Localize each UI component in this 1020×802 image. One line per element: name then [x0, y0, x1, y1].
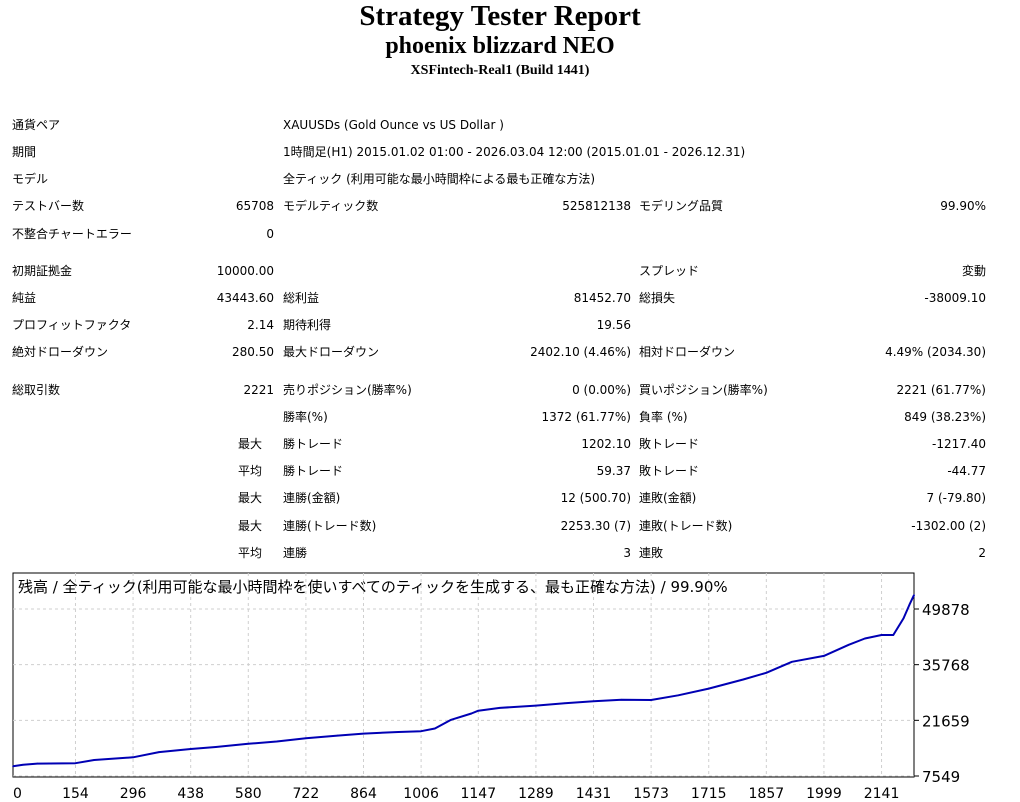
avg-win-label: 勝トレード [283, 464, 344, 478]
y-tick-label: 49878 [922, 601, 970, 619]
y-tick-label: 35768 [922, 657, 970, 675]
model-label: モデル [12, 172, 49, 186]
largest-win-value: 1202.10 [581, 437, 631, 451]
x-tick-label: 154 [62, 786, 89, 802]
gross-loss-value: -38009.10 [924, 291, 986, 305]
gross-profit-value: 81452.70 [573, 291, 631, 305]
total-trades-value: 2221 [243, 383, 274, 397]
x-tick-label: 438 [177, 786, 204, 802]
long-positions-value: 2221 (61.77%) [896, 383, 986, 397]
x-tick-label: 722 [293, 786, 320, 802]
avg-loss-value: -44.77 [947, 464, 986, 478]
deposit-value: 10000.00 [216, 264, 274, 278]
x-tick-label: 1006 [403, 786, 439, 802]
abs-drawdown-value: 280.50 [232, 345, 274, 359]
deposit-label: 初期証拠金 [12, 264, 73, 278]
period-label: 期間 [12, 145, 37, 159]
x-tick-label: 1857 [749, 786, 785, 802]
x-tick-label: 864 [350, 786, 377, 802]
x-tick-label: 1431 [576, 786, 612, 802]
symbol-label: 通貨ペア [12, 118, 61, 132]
average-prefix: 平均 [237, 464, 262, 478]
x-tick-label: 1715 [691, 786, 727, 802]
x-tick-label: 2141 [864, 786, 900, 802]
balance-line [12, 594, 915, 768]
total-trades-label: 総取引数 [12, 383, 61, 397]
spread-value: 変動 [961, 264, 986, 278]
avg-cons-losses-value: 2 [978, 546, 986, 560]
model-value: 全ティック (利用可能な最小時間枠による最も正確な方法) [283, 172, 596, 186]
win-rate-label: 勝率(%) [283, 410, 328, 424]
x-tick-label: 580 [235, 786, 262, 802]
x-tick-label: 1999 [806, 786, 842, 802]
short-positions-value: 0 (0.00%) [572, 383, 631, 397]
quality-value: 99.90% [940, 199, 986, 213]
x-tick-label: 1573 [633, 786, 669, 802]
expected-payoff-label: 期待利得 [283, 318, 332, 332]
avg-loss-label: 敗トレード [639, 464, 700, 478]
rel-drawdown-label: 相対ドローダウン [639, 345, 736, 359]
max-cons-profit-label: 連勝(トレード数) [283, 519, 377, 533]
gross-loss-label: 総損失 [639, 291, 676, 305]
period-value: 1時間足(H1) 2015.01.02 01:00 - 2026.03.04 1… [283, 145, 746, 159]
gross-profit-label: 総利益 [283, 291, 320, 305]
loss-rate-label: 負率 (%) [639, 410, 688, 424]
loss-rate-value: 849 (38.23%) [904, 410, 986, 424]
ea-name: phoenix blizzard NEO [385, 33, 615, 59]
spread-label: スプレッド [639, 264, 700, 278]
max-cons-loss-label: 連敗(トレード数) [639, 519, 733, 533]
expected-payoff-value: 19.56 [596, 318, 631, 332]
ticks-value: 525812138 [562, 199, 631, 213]
abs-drawdown-label: 絶対ドローダウン [12, 345, 109, 359]
avg-cons-wins-value: 3 [623, 546, 631, 560]
account-build: XSFintech-Real1 (Build 1441) [410, 63, 590, 78]
long-positions-label: 買いポジション(勝率%) [639, 383, 768, 397]
rel-drawdown-value: 4.49% (2034.30) [885, 345, 986, 359]
balance-chart: 0 154 296 438 580 722 864 1006 1147 1289 1431 1573 1… [10, 570, 1010, 802]
largest-loss-label: 敗トレード [639, 437, 700, 451]
win-rate-value: 1372 (61.77%) [541, 410, 631, 424]
short-positions-label: 売りポジション(勝率%) [283, 383, 412, 397]
largest-win-label: 勝トレード [283, 437, 344, 451]
avg-cons-losses-label: 連敗 [639, 546, 664, 560]
net-profit-value: 43443.60 [216, 291, 274, 305]
max-cons-profit-value: 2253.30 (7) [560, 519, 631, 533]
errors-label: 不整合チャートエラー [12, 227, 132, 241]
symbol-value: XAUUSDs (Gold Ounce vs US Dollar ) [283, 118, 504, 132]
max-cons-losses-label: 連敗(金額) [639, 491, 697, 505]
net-profit-label: 純益 [12, 291, 37, 305]
report-title: Strategy Tester Report [359, 0, 641, 32]
max-cons2-prefix: 最大 [237, 519, 262, 533]
ticks-label: モデルティック数 [283, 199, 379, 213]
x-tick-label: 296 [120, 786, 147, 802]
max-drawdown-label: 最大ドローダウン [283, 345, 380, 359]
avg-cons-prefix: 平均 [237, 546, 262, 560]
chart-title: 残高 / 全ティック(利用可能な最小時間枠を使いすべてのティックを生成する、最も… [18, 578, 728, 596]
max-drawdown-value: 2402.10 (4.46%) [530, 345, 631, 359]
max-cons-prefix: 最大 [237, 491, 262, 505]
balance-chart-svg: 0 154 296 438 580 722 864 1006 1147 1289 1431 1573 1… [12, 572, 970, 802]
x-tick-label: 1147 [460, 786, 496, 802]
quality-label: モデリング品質 [639, 199, 724, 213]
max-cons-wins-value: 12 (500.70) [560, 491, 631, 505]
avg-cons-wins-label: 連勝 [283, 546, 308, 560]
profit-factor-value: 2.14 [247, 318, 274, 332]
x-tick-label: 1289 [518, 786, 554, 802]
largest-loss-value: -1217.40 [932, 437, 986, 451]
max-cons-wins-label: 連勝(金額) [283, 491, 341, 505]
chart-frame [12, 572, 915, 778]
errors-value: 0 [266, 227, 274, 241]
y-tick-label: 7549 [922, 768, 960, 786]
y-tick-label: 21659 [922, 712, 970, 730]
profit-factor-label: プロフィットファクタ [12, 318, 132, 332]
max-cons-losses-value: 7 (-79.80) [926, 491, 987, 505]
bars-value: 65708 [235, 199, 274, 213]
bars-label: テストバー数 [12, 199, 85, 213]
avg-win-value: 59.37 [596, 464, 631, 478]
x-tick-label: 0 [13, 786, 22, 802]
largest-prefix: 最大 [237, 437, 262, 451]
max-cons-loss-value: -1302.00 (2) [911, 519, 986, 533]
